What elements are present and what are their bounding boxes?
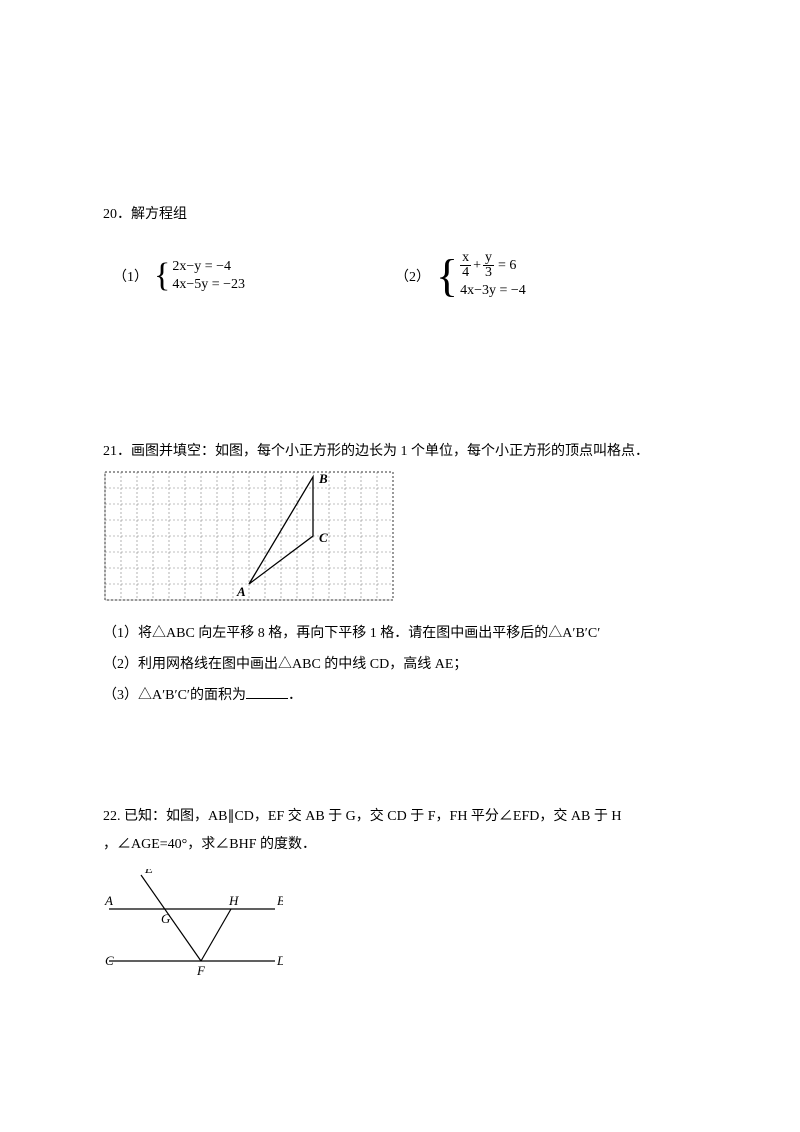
svg-text:F: F [196,963,206,978]
q20-equations: （1） { 2x−y = −4 4x−5y = −23 （2） { x4 + y… [103,251,697,300]
q22-figure: A B C D E G H F [103,869,697,984]
q20-eq1: 2x−y = −4 [172,258,245,276]
svg-text:B: B [318,471,328,486]
q20-part2-label: （2） [395,266,430,286]
q21-grid-figure: A B C [103,470,697,607]
q21-sub3: （3）△A′B′C′的面积为． [103,681,697,712]
svg-text:D: D [276,953,283,968]
svg-text:A: A [104,893,113,908]
brace-icon: { [436,253,458,299]
q21-header: 21．画图并填空：如图，每个小正方形的边长为 1 个单位，每个小正方形的顶点叫格… [103,440,697,460]
q20-part1-label: （1） [113,266,148,286]
svg-text:A: A [236,584,246,599]
q22-line1: 22. 已知：如图，AB∥CD，EF 交 AB 于 G，交 CD 于 F，FH … [103,803,697,831]
fill-blank[interactable] [246,684,288,699]
question-20: 20．解方程组 （1） { 2x−y = −4 4x−5y = −23 （2） … [103,203,697,300]
question-21: 21．画图并填空：如图，每个小正方形的边长为 1 个单位，每个小正方形的顶点叫格… [103,440,697,711]
q21-sub1: （1）将△ABC 向左平移 8 格，再向下平移 1 格．请在图中画出平移后的△A… [103,619,697,650]
brace-icon: { [154,259,170,293]
q22-line2: ，∠AGE=40°，求∠BHF 的度数． [103,831,697,859]
q20-header: 20．解方程组 [103,203,697,223]
svg-text:G: G [161,911,171,926]
question-22: 22. 已知：如图，AB∥CD，EF 交 AB 于 G，交 CD 于 F，FH … [103,803,697,984]
q20-eq2: 4x−5y = −23 [172,276,245,294]
svg-text:B: B [277,893,283,908]
q21-sub2: （2）利用网格线在图中画出△ABC 的中线 CD，高线 AE； [103,650,697,681]
svg-text:C: C [105,953,114,968]
svg-text:E: E [144,869,153,876]
q20-part2-eq2: 4x−3y = −4 [460,282,526,300]
svg-text:H: H [228,893,239,908]
q20-part2-eq1: x4 + y3 = 6 [460,251,526,280]
svg-text:C: C [319,530,328,545]
